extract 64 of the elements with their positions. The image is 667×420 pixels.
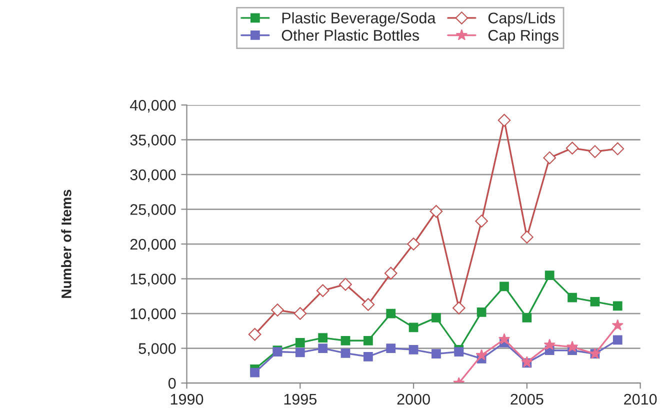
point [432,313,441,322]
y-tick-label: 35,000 [130,134,176,148]
y-tick-label: 10,000 [130,308,176,322]
x-tick-label: 1990 [170,394,204,405]
x-tick-label: 2005 [510,394,544,405]
x-tick-label: 2000 [397,394,430,405]
point [363,336,373,346]
y-tick-label: 30,000 [130,169,176,182]
point [612,335,622,345]
point [316,284,330,298]
point [498,333,510,344]
point [612,319,624,330]
point [362,298,375,311]
point [271,304,284,316]
point [520,230,534,244]
point [340,348,350,358]
point [476,349,488,360]
point [408,322,418,332]
x-tick-label: 2010 [624,394,657,405]
point [611,142,624,156]
point [566,340,578,352]
point [339,278,352,291]
point [543,151,556,164]
point [590,297,600,306]
point [430,204,443,218]
point [544,270,554,280]
point [498,114,511,127]
point [432,349,441,359]
point [248,328,262,341]
point [318,333,328,343]
legend-label: Other Plastic Bottles [282,30,419,41]
y-tick-label: 5,000 [138,343,176,356]
point [407,238,420,250]
point [386,308,396,318]
point [408,344,418,354]
point [452,302,466,314]
point [568,292,577,302]
point [566,142,579,155]
point [295,338,305,348]
y-axis-title: Number of Items [61,190,72,298]
legend-label: Cap Rings [488,30,558,44]
point [363,352,373,362]
y-tick-label: 15,000 [130,274,176,286]
point [295,348,305,358]
point [612,301,622,311]
point [250,368,260,378]
point [386,344,396,353]
y-tick-label: 25,000 [130,204,176,217]
y-tick-label: 40,000 [130,100,176,112]
point [294,307,307,320]
point [340,336,350,346]
point [476,307,486,317]
point [318,344,328,353]
y-tick-label: 20,000 [130,238,176,252]
y-tick-label: 0 [168,378,176,389]
point [475,214,488,228]
legend-label: Plastic Beverage/Soda [282,12,436,26]
x-tick-label: 1995 [284,394,317,405]
point [500,282,509,292]
legend-label: Caps/Lids [488,12,556,26]
point [384,266,398,280]
point [522,313,532,322]
point [544,338,556,350]
point [588,145,602,158]
